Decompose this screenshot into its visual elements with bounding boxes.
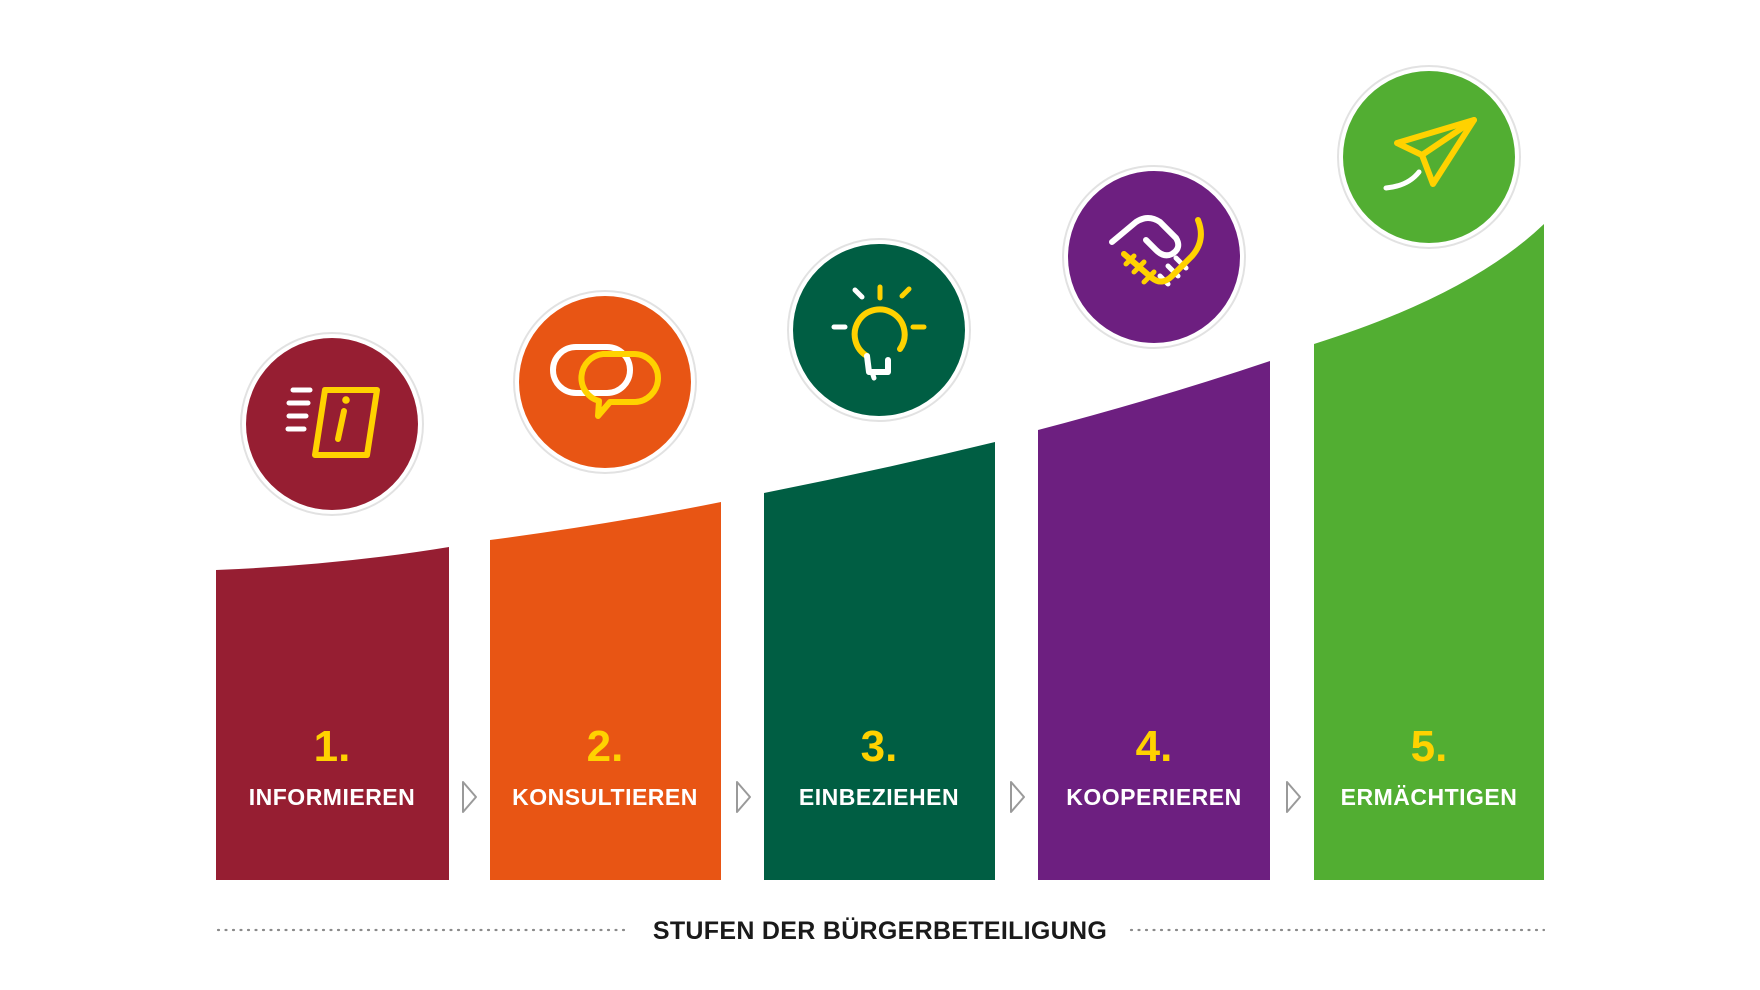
icon-circles bbox=[240, 65, 1521, 516]
paper-plane-badge bbox=[1337, 65, 1521, 249]
step-number-5: 5. bbox=[1411, 722, 1448, 771]
step-number-4: 4. bbox=[1136, 722, 1173, 771]
chevron-right-icon bbox=[1286, 781, 1301, 813]
step-bars bbox=[216, 224, 1544, 880]
step-texts: 1. INFORMIEREN 2. KONSULTIEREN 3. EINBEZ… bbox=[249, 722, 1518, 810]
step-label-3: EINBEZIEHEN bbox=[799, 784, 959, 810]
footer: STUFEN DER BÜRGERBETEILIGUNG bbox=[216, 916, 1546, 945]
step-label-4: KOOPERIEREN bbox=[1066, 784, 1241, 810]
step-number-2: 2. bbox=[587, 722, 624, 771]
chevron-right-icon bbox=[736, 781, 751, 813]
step-label-5: ERMÄCHTIGEN bbox=[1341, 784, 1518, 810]
footer-title: STUFEN DER BÜRGERBETEILIGUNG bbox=[653, 916, 1107, 945]
step-bar-4 bbox=[1038, 361, 1270, 880]
step-number-3: 3. bbox=[861, 722, 898, 771]
info-badge bbox=[240, 332, 424, 516]
info-icon bbox=[285, 387, 380, 458]
step-separators bbox=[462, 781, 1301, 813]
paper-plane-icon bbox=[1383, 117, 1477, 191]
chevron-right-icon bbox=[462, 781, 477, 813]
step-bar-1 bbox=[216, 547, 449, 880]
speech-bubbles-icon bbox=[550, 344, 661, 419]
handshake-badge bbox=[1062, 165, 1246, 349]
handshake-icon bbox=[1109, 215, 1204, 287]
step-label-2: KONSULTIEREN bbox=[512, 784, 698, 810]
step-bar-2 bbox=[490, 502, 721, 880]
lightbulb-badge bbox=[787, 238, 971, 422]
step-bar-3 bbox=[764, 442, 995, 880]
step-label-1: INFORMIEREN bbox=[249, 784, 416, 810]
speech-bubbles-badge bbox=[513, 290, 697, 474]
chevron-right-icon bbox=[1010, 781, 1025, 813]
step-number-1: 1. bbox=[314, 722, 351, 771]
lightbulb-icon bbox=[831, 284, 927, 381]
step-bar-5 bbox=[1314, 224, 1544, 880]
